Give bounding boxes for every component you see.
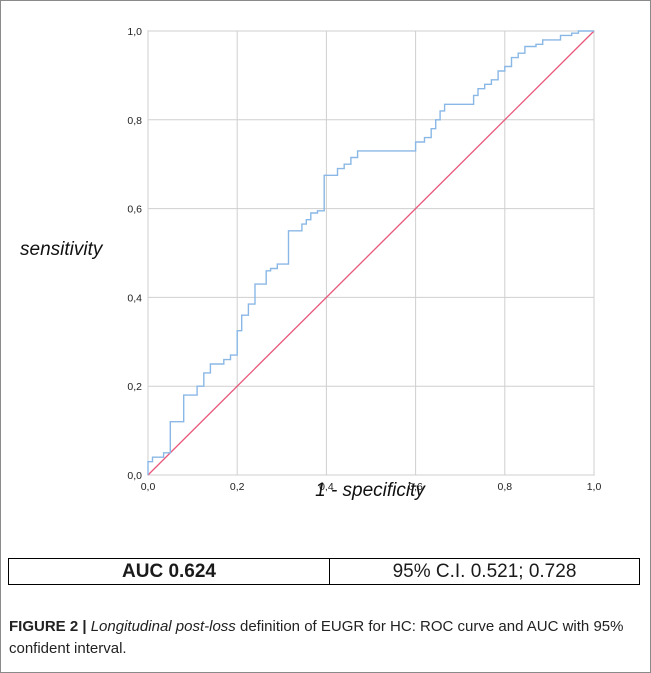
reference-line [147, 30, 595, 476]
auc-value: AUC 0.624 [9, 559, 330, 584]
figure-caption: FIGURE 2 | Longitudinal post-loss defini… [9, 616, 639, 660]
grid-lines [147, 30, 595, 476]
figure-label: FIGURE 2 | [9, 618, 87, 635]
x-tick-label: 0,2 [230, 481, 245, 493]
x-tick-label: 1,0 [587, 481, 602, 493]
roc-chart: 0,0 0,2 0,4 0,6 0,8 1,0 0,0 0,2 0,4 0,6 0,8 1,0 sen… [20, 26, 601, 501]
auc-table: AUC 0.624 95% C.I. 0.521; 0.728 [8, 558, 640, 585]
y-tick-label: 0,0 [127, 470, 142, 482]
x-tick-label: 0,4 [319, 481, 334, 493]
x-tick-label: 0,8 [497, 481, 512, 493]
confidence-interval: 95% C.I. 0.521; 0.728 [392, 560, 577, 582]
x-axis-label: 1 - specificity [315, 480, 426, 501]
y-tick-label: 0,8 [127, 115, 142, 127]
y-tick-label: 1,0 [127, 26, 142, 38]
chart-marks [147, 30, 595, 476]
x-tick-label: 0,0 [141, 481, 156, 493]
y-tick-label: 0,4 [127, 292, 142, 304]
y-axis-label: sensitivity [20, 239, 104, 260]
caption-text: definition of EUGR for HC: ROC curve and… [9, 618, 624, 657]
roc-curve [147, 30, 594, 475]
y-tick-label: 0,2 [127, 381, 142, 393]
caption-italic: Longitudinal post-loss [90, 618, 236, 635]
tick-labels: 0,0 0,2 0,4 0,6 0,8 1,0 0,0 0,2 0,4 0,6 0,8 1,0 [127, 26, 601, 493]
x-tick-label: 0,6 [408, 481, 423, 493]
y-tick-label: 0,6 [127, 204, 142, 216]
